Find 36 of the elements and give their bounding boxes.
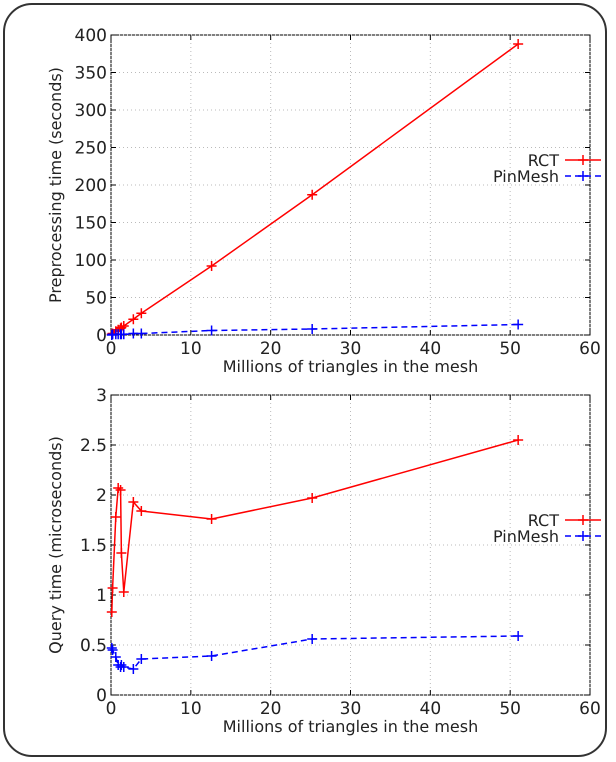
x-tick-label: 30 (340, 339, 362, 359)
y-axis-title: Preprocessing time (seconds) (46, 67, 65, 303)
x-tick-label: 10 (180, 699, 202, 719)
x-tick-label: 60 (579, 699, 601, 719)
y-tick-label: 250 (74, 138, 107, 158)
x-tick-label: 20 (260, 339, 282, 359)
x-tick-label: 30 (340, 699, 362, 719)
x-tick-label: 40 (420, 699, 442, 719)
y-axis-title: Query time (microseconds) (46, 436, 65, 654)
legend-label: PinMesh (492, 167, 559, 186)
x-tick-label: 50 (499, 699, 521, 719)
x-axis-title: Millions of triangles in the mesh (222, 357, 478, 376)
y-tick-label: 2.5 (80, 436, 107, 456)
x-tick-label: 40 (420, 339, 442, 359)
y-tick-label: 0 (96, 686, 107, 706)
x-tick-label: 20 (260, 699, 282, 719)
x-tick-label: 60 (579, 339, 601, 359)
x-tick-label: 50 (499, 339, 521, 359)
y-tick-label: 200 (74, 176, 107, 196)
y-tick-label: 1.5 (80, 536, 107, 556)
legend-label: RCT (528, 151, 560, 170)
y-tick-label: 0 (96, 326, 107, 346)
y-tick-label: 400 (74, 26, 107, 46)
x-tick-label: 10 (180, 339, 202, 359)
y-tick-label: 150 (74, 214, 107, 234)
y-tick-label: 1 (96, 586, 107, 606)
y-tick-label: 300 (74, 101, 107, 121)
y-tick-label: 2 (96, 486, 107, 506)
legend-label: PinMesh (492, 527, 559, 546)
legend-label: RCT (528, 511, 560, 530)
y-tick-label: 350 (74, 64, 107, 84)
y-tick-label: 100 (74, 251, 107, 271)
y-tick-label: 50 (85, 288, 107, 308)
x-axis-title: Millions of triangles in the mesh (222, 717, 478, 736)
y-tick-label: 0.5 (80, 636, 107, 656)
y-tick-label: 3 (96, 386, 107, 406)
